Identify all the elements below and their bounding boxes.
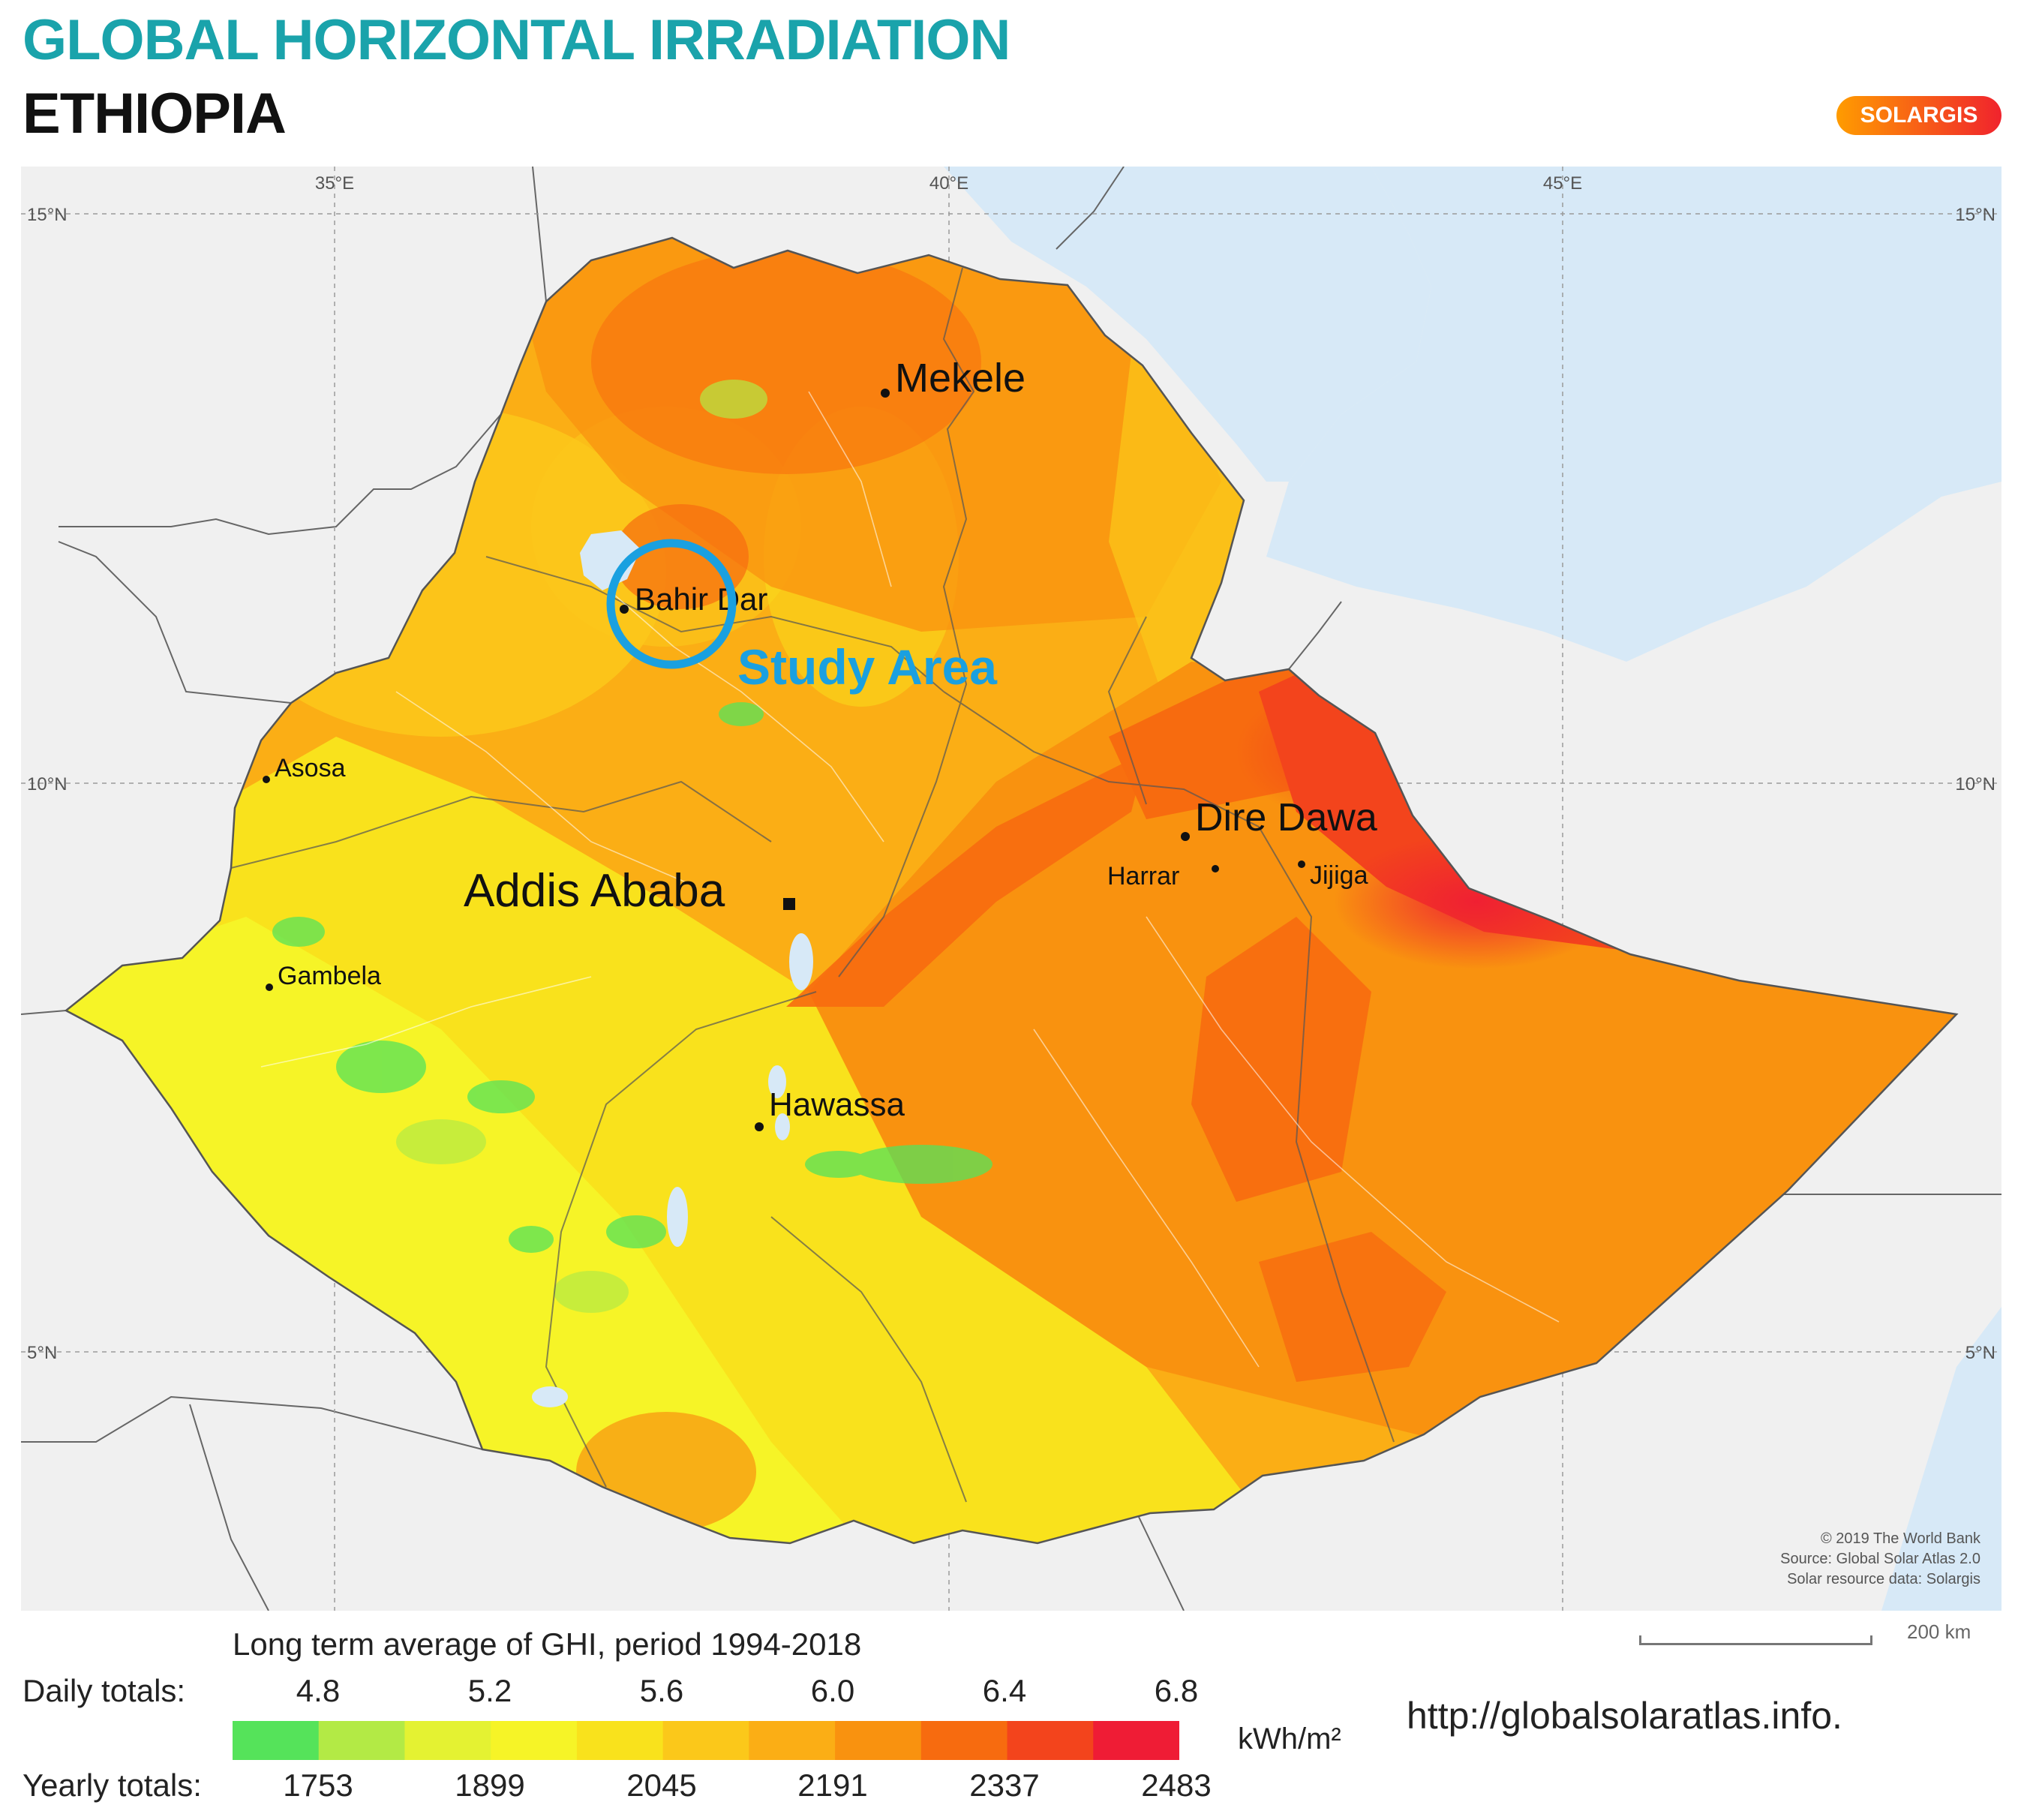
lon-label-35: 35°E xyxy=(315,173,354,194)
study-area-label: Study Area xyxy=(737,639,998,695)
rivers xyxy=(260,391,1560,1368)
legend-swatch xyxy=(662,1721,749,1760)
marker-addis-ababa xyxy=(783,898,795,910)
lakes xyxy=(532,530,813,1407)
lat-label-10-left: 10°N xyxy=(27,774,68,794)
scale-label: 200 km xyxy=(1907,1620,1971,1643)
source-url: http://globalsolaratlas.info. xyxy=(1407,1695,1842,1737)
daily-tick: 4.8 xyxy=(296,1673,341,1708)
city-labels: Mekele Bahir Dar Asosa Addis Ababa Gambe… xyxy=(275,356,1377,1123)
legend-unit: kWh/m² xyxy=(1238,1722,1341,1755)
scale-bar xyxy=(1639,1635,1872,1645)
label-hawassa: Hawassa xyxy=(769,1086,905,1123)
city-markers xyxy=(263,389,1305,1131)
label-jijiga: Jijiga xyxy=(1310,861,1368,890)
legend-title: Long term average of GHI, period 1994-20… xyxy=(233,1626,862,1662)
lon-label-40: 40°E xyxy=(929,173,968,194)
daily-tick: 6.8 xyxy=(1154,1673,1199,1708)
yearly-tick: 2045 xyxy=(626,1767,697,1803)
label-gambela: Gambela xyxy=(278,962,381,990)
graticule-labels: 35°E 40°E 45°E 15°N 15°N 10°N 10°N 5°N 5… xyxy=(27,173,1995,1363)
legend-swatch xyxy=(1093,1721,1179,1760)
country-title: ETHIOPIA xyxy=(23,82,287,146)
label-addis-ababa: Addis Ababa xyxy=(464,865,725,917)
study-area-circle xyxy=(606,539,737,669)
label-mekele: Mekele xyxy=(895,356,1026,401)
marker-jijiga xyxy=(1298,860,1305,868)
marker-dire-dawa xyxy=(1181,832,1190,841)
legend-swatch xyxy=(1007,1721,1094,1760)
marker-asosa xyxy=(263,776,270,783)
lat-label-15-left: 15°N xyxy=(27,205,68,225)
map-credits: © 2019 The World Bank Source: Global Sol… xyxy=(1650,1529,1980,1590)
legend-swatch xyxy=(404,1721,491,1760)
legend-swatch xyxy=(920,1721,1008,1760)
label-asosa: Asosa xyxy=(275,754,346,782)
country-borders xyxy=(21,167,2001,1611)
marker-hawassa xyxy=(755,1122,764,1131)
legend-swatch xyxy=(749,1721,836,1760)
yearly-tick: 2337 xyxy=(969,1767,1040,1803)
lat-label-5-right: 5°N xyxy=(1965,1343,1995,1363)
credit-line: Solar resource data: Solargis xyxy=(1787,1571,1980,1587)
daily-tick: 5.2 xyxy=(467,1673,512,1708)
daily-tick: 6.4 xyxy=(982,1673,1027,1708)
label-harrar: Harrar xyxy=(1107,862,1179,890)
daily-tick: 5.6 xyxy=(639,1673,684,1708)
solargis-logo: SOLARGIS xyxy=(1836,96,2001,135)
yearly-totals-label: Yearly totals: xyxy=(23,1767,202,1803)
legend-swatch xyxy=(491,1721,578,1760)
daily-totals-label: Daily totals: xyxy=(23,1673,186,1708)
lat-label-10-right: 10°N xyxy=(1955,774,1995,794)
yearly-tick: 1899 xyxy=(455,1767,525,1803)
legend-swatch xyxy=(318,1721,406,1760)
ghi-map: 35°E 40°E 45°E 15°N 15°N 10°N 10°N 5°N 5… xyxy=(21,167,2001,1611)
ethiopia-border xyxy=(64,236,1959,1545)
legend-swatch xyxy=(233,1721,320,1760)
marker-gambela xyxy=(266,984,273,991)
yearly-tick: 2483 xyxy=(1141,1767,1212,1803)
legend-colorbar xyxy=(233,1721,1179,1760)
legend-swatch xyxy=(576,1721,664,1760)
yearly-tick: 1753 xyxy=(283,1767,353,1803)
legend-swatch xyxy=(835,1721,922,1760)
marker-bahir-dar xyxy=(620,605,629,614)
credit-line: Source: Global Solar Atlas 2.0 xyxy=(1780,1551,1980,1567)
label-dire-dawa: Dire Dawa xyxy=(1195,796,1377,839)
marker-harrar xyxy=(1212,865,1219,872)
daily-tick: 6.0 xyxy=(810,1673,855,1708)
marker-mekele xyxy=(881,389,890,398)
lat-label-15-right: 15°N xyxy=(1955,205,1995,225)
lon-label-45: 45°E xyxy=(1543,173,1582,194)
map-title: GLOBAL HORIZONTAL IRRADIATION xyxy=(23,8,1010,72)
sea-areas xyxy=(944,167,2001,1611)
label-bahir-dar: Bahir Dar xyxy=(635,581,767,617)
credit-line: © 2019 The World Bank xyxy=(1820,1530,1980,1547)
lat-label-5-left: 5°N xyxy=(27,1343,57,1363)
yearly-tick: 2191 xyxy=(797,1767,868,1803)
